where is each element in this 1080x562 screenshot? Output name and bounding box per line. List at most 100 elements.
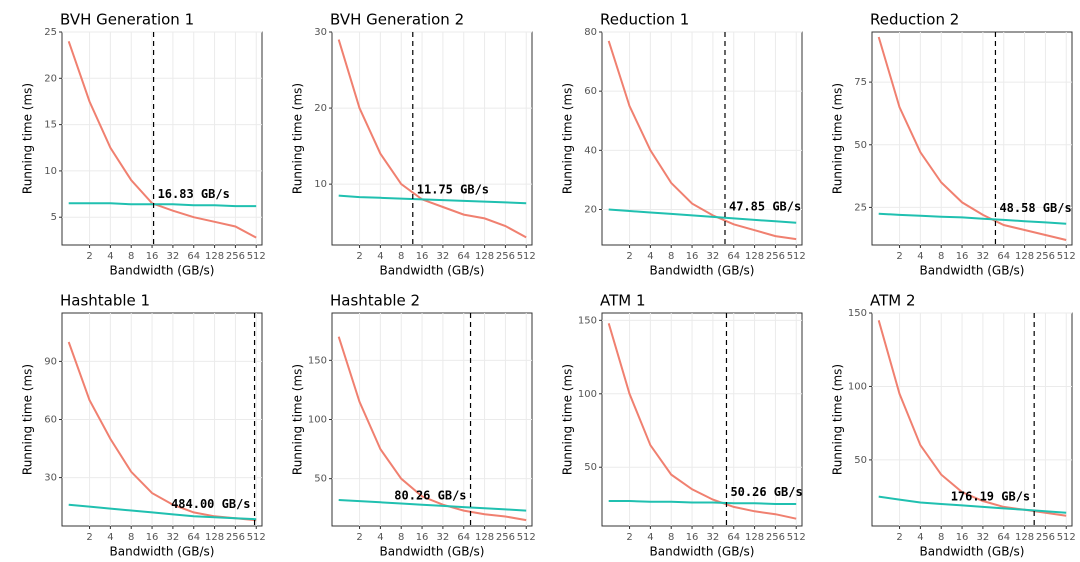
y-tick-label: 100 xyxy=(848,381,867,392)
y-axis-label: Running time (ms) xyxy=(21,364,35,475)
y-tick-label: 50 xyxy=(584,462,597,473)
x-tick-label: 512 xyxy=(517,251,536,262)
y-tick-label: 5 xyxy=(51,212,57,223)
x-tick-label: 2 xyxy=(626,532,632,543)
x-tick-label: 512 xyxy=(247,532,266,543)
panel-title: BVH Generation 1 xyxy=(60,11,194,29)
y-tick-label: 75 xyxy=(854,77,867,88)
x-tick-label: 256 xyxy=(496,251,515,262)
y-tick-label: 100 xyxy=(308,415,327,426)
x-tick-label: 8 xyxy=(668,532,674,543)
series-line xyxy=(338,194,527,205)
x-axis-label: Bandwidth (GB/s) xyxy=(650,545,755,559)
x-tick-label: 256 xyxy=(226,251,245,262)
panel-title: ATM 2 xyxy=(870,292,916,310)
series-line xyxy=(68,202,257,208)
series-line xyxy=(607,40,797,241)
y-tick-label: 15 xyxy=(44,120,57,131)
x-tick-label: 64 xyxy=(187,532,200,543)
threshold-label: 48.58 GB/s xyxy=(999,201,1071,215)
series-line xyxy=(338,499,527,512)
x-tick-label: 8 xyxy=(938,532,944,543)
x-tick-label: 8 xyxy=(128,251,134,262)
y-tick-label: 150 xyxy=(308,355,327,366)
x-tick-label: 256 xyxy=(226,532,245,543)
x-tick-label: 128 xyxy=(1015,532,1034,543)
series-line xyxy=(877,36,1067,241)
x-tick-label: 64 xyxy=(727,532,740,543)
x-tick-label: 128 xyxy=(205,532,224,543)
y-axis-label: Running time (ms) xyxy=(291,364,305,475)
x-tick-label: 4 xyxy=(107,532,113,543)
plot-frame xyxy=(61,31,263,246)
y-tick-label: 80 xyxy=(584,27,597,38)
y-tick-label: 30 xyxy=(314,27,327,38)
threshold-label: 11.75 GB/s xyxy=(417,183,489,197)
x-tick-label: 32 xyxy=(707,251,720,262)
plot-frame xyxy=(601,312,803,527)
panel-title: BVH Generation 2 xyxy=(330,11,464,29)
x-tick-label: 256 xyxy=(766,251,785,262)
y-axis-label: Running time (ms) xyxy=(561,364,575,475)
series-line xyxy=(337,39,527,239)
x-tick-label: 4 xyxy=(647,251,653,262)
x-tick-label: 128 xyxy=(745,251,764,262)
threshold-label: 47.85 GB/s xyxy=(729,199,801,213)
series-line xyxy=(67,40,257,239)
y-tick-label: 150 xyxy=(578,315,597,326)
y-axis-label: Running time (ms) xyxy=(831,364,845,475)
x-tick-label: 64 xyxy=(727,251,740,262)
x-tick-label: 512 xyxy=(517,532,536,543)
x-tick-label: 2 xyxy=(356,532,362,543)
x-tick-label: 2 xyxy=(626,251,632,262)
x-tick-label: 128 xyxy=(1015,251,1034,262)
series-line xyxy=(878,212,1067,225)
x-tick-label: 4 xyxy=(377,251,383,262)
x-tick-label: 256 xyxy=(1036,532,1055,543)
y-tick-label: 60 xyxy=(584,86,597,97)
x-tick-label: 8 xyxy=(938,251,944,262)
y-tick-label: 150 xyxy=(848,308,867,319)
x-tick-label: 512 xyxy=(247,251,266,262)
series-line xyxy=(608,208,797,224)
x-tick-label: 16 xyxy=(416,532,429,543)
x-tick-label: 16 xyxy=(956,532,969,543)
y-tick-label: 10 xyxy=(314,179,327,190)
y-tick-label: 25 xyxy=(854,202,867,213)
series-line xyxy=(68,503,257,521)
panel-title: Reduction 2 xyxy=(870,11,959,29)
y-tick-label: 20 xyxy=(44,73,57,84)
y-axis-label: Running time (ms) xyxy=(21,83,35,194)
x-tick-label: 16 xyxy=(416,251,429,262)
x-tick-label: 32 xyxy=(977,532,990,543)
threshold-label: 176.19 GB/s xyxy=(951,489,1030,503)
x-tick-label: 256 xyxy=(766,532,785,543)
x-tick-label: 2 xyxy=(356,251,362,262)
x-tick-label: 16 xyxy=(686,532,699,543)
y-tick-label: 50 xyxy=(314,474,327,485)
threshold-label: 50.26 GB/s xyxy=(730,485,802,499)
series-line xyxy=(608,500,797,505)
x-tick-label: 32 xyxy=(437,251,450,262)
x-tick-label: 64 xyxy=(187,251,200,262)
x-axis-label: Bandwidth (GB/s) xyxy=(110,545,215,559)
panel-title: Hashtable 2 xyxy=(330,292,420,310)
x-tick-label: 64 xyxy=(997,532,1010,543)
x-tick-label: 8 xyxy=(128,532,134,543)
y-axis-label: Running time (ms) xyxy=(561,83,575,194)
panel-title: Hashtable 1 xyxy=(60,292,150,310)
x-tick-label: 64 xyxy=(457,251,470,262)
plot-frame xyxy=(331,31,533,246)
x-axis-label: Bandwidth (GB/s) xyxy=(650,264,755,278)
y-tick-label: 30 xyxy=(44,473,57,484)
x-tick-label: 4 xyxy=(917,251,923,262)
x-tick-label: 16 xyxy=(956,251,969,262)
x-tick-label: 64 xyxy=(457,532,470,543)
x-tick-label: 4 xyxy=(917,532,923,543)
y-tick-label: 90 xyxy=(44,356,57,367)
y-axis-label: Running time (ms) xyxy=(831,83,845,194)
y-tick-label: 20 xyxy=(584,205,597,216)
x-tick-label: 8 xyxy=(398,251,404,262)
x-tick-label: 16 xyxy=(686,251,699,262)
x-axis-label: Bandwidth (GB/s) xyxy=(380,264,485,278)
